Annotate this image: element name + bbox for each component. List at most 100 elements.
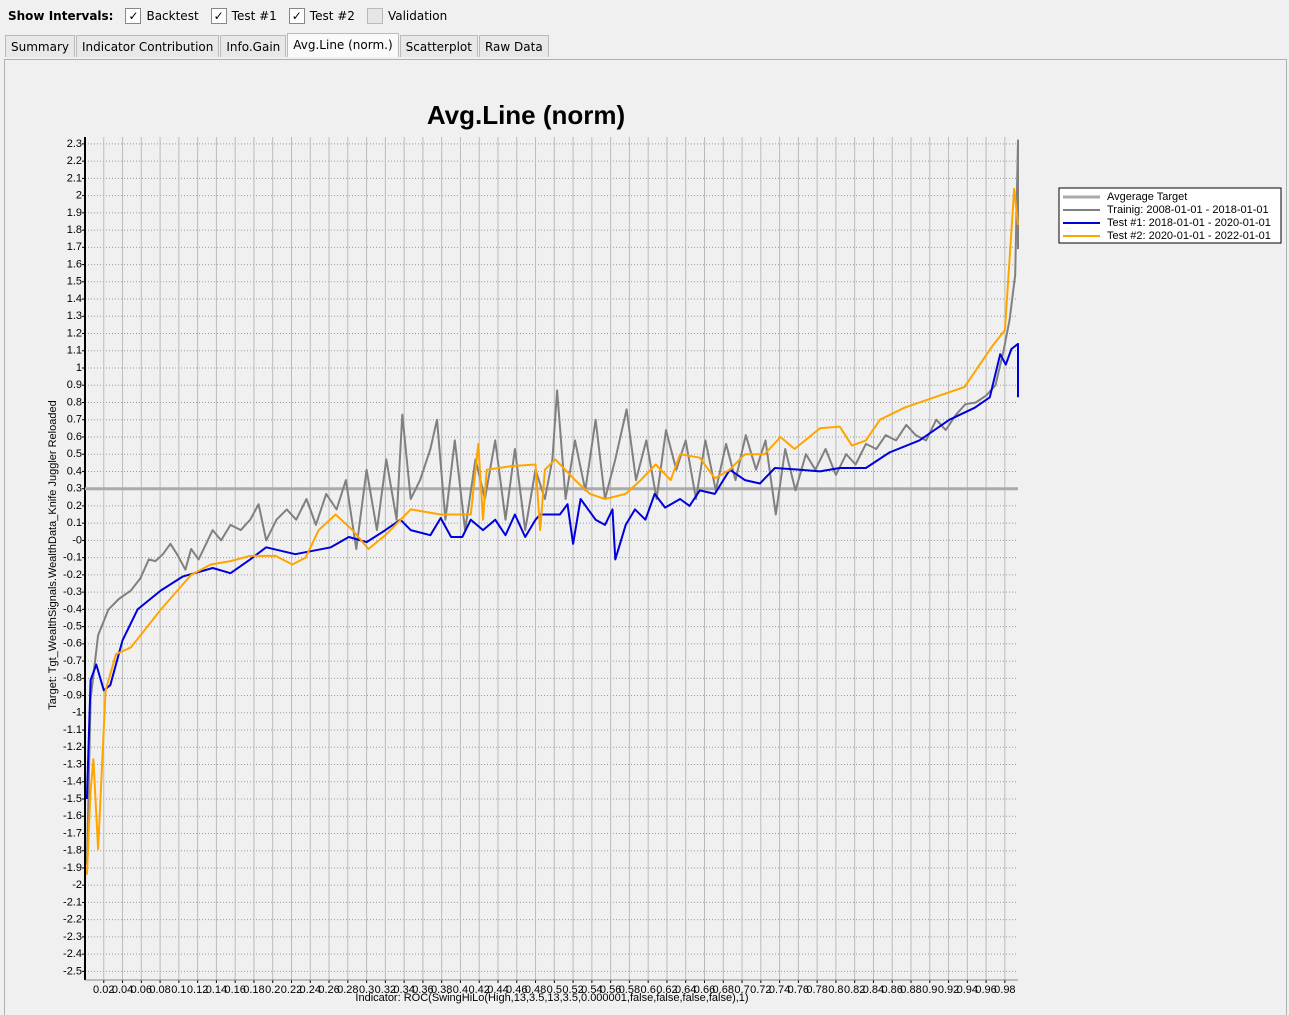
- y-tick-label: -1.7: [63, 827, 82, 839]
- y-tick-label: -2.4: [63, 948, 82, 960]
- chart-title: Avg.Line (norm): [427, 100, 625, 130]
- x-tick-label: 0.22: [281, 984, 302, 996]
- checkbox-box: ✓: [210, 8, 227, 24]
- x-tick-label: 0.24: [300, 984, 321, 996]
- x-tick-label: 0.44: [487, 984, 508, 996]
- series-line: [85, 187, 1019, 875]
- y-tick-label: 2.2: [67, 155, 82, 167]
- y-tick-label: 1.8: [67, 224, 82, 236]
- x-tick-label: 0.14: [206, 984, 227, 996]
- x-tick-label: 0.6: [641, 984, 656, 996]
- x-tick-label: 0.64: [675, 984, 696, 996]
- x-tick-label: 0.1: [171, 984, 186, 996]
- checkbox[interactable]: ✓ Backtest: [125, 8, 199, 24]
- y-tick-label: -2.2: [63, 914, 82, 926]
- x-tick-label: 0.84: [863, 984, 884, 996]
- y-tick-label: -1.1: [63, 724, 82, 736]
- y-tick-label: 0.4: [67, 465, 82, 477]
- x-tick-label: 0.2: [265, 984, 280, 996]
- checkbox[interactable]: ✓ Test #1: [210, 8, 277, 24]
- legend-label: Test #2: 2020-01-01 - 2022-01-01: [1107, 230, 1271, 242]
- y-tick-label: 0.5: [67, 448, 82, 460]
- x-tick-label: 0.08: [149, 984, 170, 996]
- x-tick-label: 0.68: [713, 984, 734, 996]
- x-tick-label: 0.34: [393, 984, 414, 996]
- tab[interactable]: Summary: [5, 35, 75, 57]
- tab[interactable]: Raw Data: [478, 35, 549, 57]
- y-tick-label: 1.6: [67, 258, 82, 270]
- checkbox-label: Backtest: [146, 9, 199, 23]
- y-tick-label: 0.1: [67, 517, 82, 529]
- y-tick-label: -0.3: [63, 586, 82, 598]
- tab[interactable]: Info.Gain: [220, 35, 287, 57]
- x-tick-label: 0.26: [318, 984, 339, 996]
- checkbox-box: ✓: [125, 8, 142, 24]
- y-tick-label: -1.8: [63, 845, 82, 857]
- y-tick-label: -0.8: [63, 672, 82, 684]
- series-line: [85, 139, 1019, 865]
- x-tick-label: 0.3: [359, 984, 374, 996]
- legend-label: Trainig: 2008-01-01 - 2018-01-01: [1107, 204, 1269, 216]
- y-tick-label: 2.1: [67, 172, 82, 184]
- x-tick-label: 0.54: [581, 984, 602, 996]
- x-tick-label: 0.9: [922, 984, 937, 996]
- checkbox[interactable]: Validation: [366, 8, 448, 24]
- y-tick-label: -1.4: [63, 776, 82, 788]
- checkbox-label: Test #2: [309, 9, 355, 23]
- tab[interactable]: Indicator Contribution: [76, 35, 220, 57]
- y-tick-label: -0.2: [63, 569, 82, 581]
- y-tick-label: 1: [76, 362, 82, 374]
- x-tick-label: 0.82: [844, 984, 865, 996]
- y-tick-label: -0.4: [63, 603, 82, 615]
- x-tick-label: 0.18: [243, 984, 264, 996]
- y-tick-label: -2.1: [63, 896, 82, 908]
- x-tick-label: 0.48: [525, 984, 546, 996]
- toolbar-label: Show Intervals:: [8, 9, 114, 23]
- x-tick-label: 0.76: [788, 984, 809, 996]
- y-tick-label: 1.5: [67, 276, 82, 288]
- tab-bar: Summary Indicator Contribution Info.Gain Av…: [5, 33, 550, 57]
- y-tick-label: -0.7: [63, 655, 82, 667]
- x-tick-label: 0.66: [694, 984, 715, 996]
- checkbox[interactable]: ✓ Test #2: [288, 8, 355, 24]
- x-tick-label: 0.28: [337, 984, 358, 996]
- toolbar: Show Intervals: ✓ Backtest ✓ Test #1 ✓ Test #…: [8, 6, 459, 26]
- x-tick-label: 0.78: [806, 984, 827, 996]
- x-tick-label: 0.32: [375, 984, 396, 996]
- chart: Avg.Line (norm) Indicator: ROC(SwingHiLo…: [47, 100, 1282, 1004]
- y-tick-label: 0.2: [67, 500, 82, 512]
- y-tick-label: -1.6: [63, 810, 82, 822]
- y-tick-label: -2.5: [63, 965, 82, 977]
- y-tick-label: -2: [72, 879, 82, 891]
- y-tick-label: 1.4: [67, 293, 82, 305]
- x-tick-label: 0.36: [412, 984, 433, 996]
- y-tick-label: 1.1: [67, 345, 82, 357]
- y-tick-label: -0.5: [63, 621, 82, 633]
- y-tick-label: 0.8: [67, 396, 82, 408]
- x-tick-label: 0.12: [187, 984, 208, 996]
- y-tick-label: 1.7: [67, 241, 82, 253]
- y-tick-label: 1.2: [67, 327, 82, 339]
- checkbox-box: ✓: [288, 8, 305, 24]
- legend-label: Test #1: 2018-01-01 - 2020-01-01: [1107, 217, 1271, 229]
- tab[interactable]: Scatterplot: [399, 35, 478, 57]
- x-tick-label: 0.04: [112, 984, 133, 996]
- x-tick-label: 0.46: [506, 984, 527, 996]
- y-tick-label: -0.6: [63, 638, 82, 650]
- y-tick-label: -0.9: [63, 689, 82, 701]
- y-tick-label: 2: [76, 190, 82, 202]
- y-tick-label: 1.3: [67, 310, 82, 322]
- x-axis-label: Indicator: ROC(SwingHiLo(High,13,3.5,13,…: [355, 992, 748, 1004]
- y-axis-label: Target: Tgt_WealthSignals.WealthData_Kni…: [47, 400, 59, 709]
- x-tick-label: 0.5: [547, 984, 562, 996]
- series-line: [85, 342, 1019, 800]
- tab[interactable]: Avg.Line (norm.): [287, 33, 399, 57]
- x-tick-label: 0.96: [975, 984, 996, 996]
- y-tick-label: -0.1: [63, 552, 82, 564]
- x-tick-label: 0.62: [656, 984, 677, 996]
- x-tick-label: 0.74: [769, 984, 790, 996]
- checkbox-label: Validation: [387, 9, 448, 23]
- x-tick-label: 0.16: [224, 984, 245, 996]
- x-tick-label: 0.06: [131, 984, 152, 996]
- y-tick-label: -1.5: [63, 793, 82, 805]
